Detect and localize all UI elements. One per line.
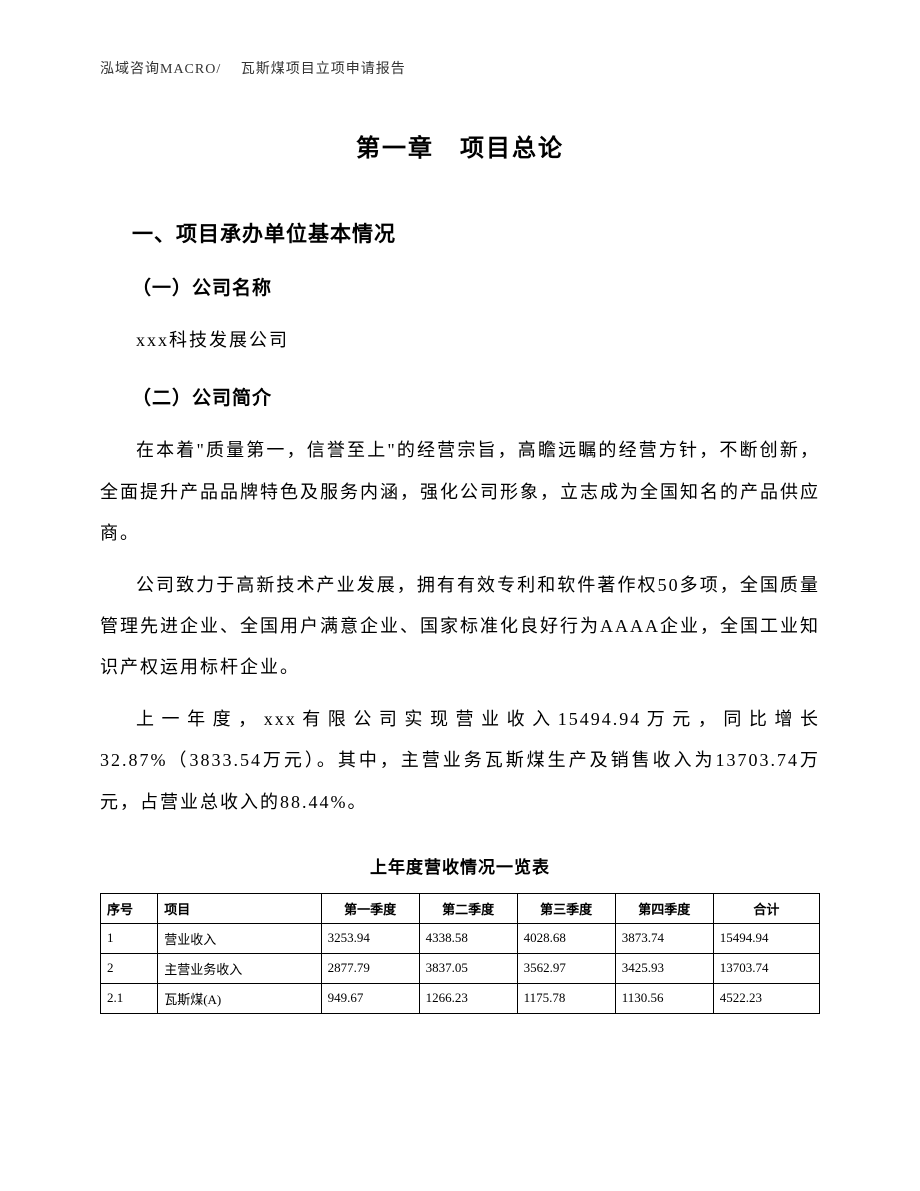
cell-total: 13703.74 — [713, 953, 819, 983]
cell-item: 瓦斯煤(A) — [158, 983, 321, 1013]
cell-item: 主营业务收入 — [158, 953, 321, 983]
table-header-row: 序号 项目 第一季度 第二季度 第三季度 第四季度 合计 — [101, 893, 820, 923]
cell-q4: 3425.93 — [615, 953, 713, 983]
chapter-title: 第一章 项目总论 — [100, 128, 820, 163]
cell-q3: 3562.97 — [517, 953, 615, 983]
table-row: 2.1 瓦斯煤(A) 949.67 1266.23 1175.78 1130.5… — [101, 983, 820, 1013]
paragraph-3: 上一年度，xxx有限公司实现营业收入15494.94万元，同比增长32.87%（… — [100, 699, 820, 823]
col-header-q3: 第三季度 — [517, 893, 615, 923]
table-row: 1 营业收入 3253.94 4338.58 4028.68 3873.74 1… — [101, 923, 820, 953]
cell-q3: 1175.78 — [517, 983, 615, 1013]
cell-total: 4522.23 — [713, 983, 819, 1013]
col-header-seq: 序号 — [101, 893, 158, 923]
cell-q2: 1266.23 — [419, 983, 517, 1013]
col-header-q1: 第一季度 — [321, 893, 419, 923]
cell-q2: 4338.58 — [419, 923, 517, 953]
subsection-2-title: （二）公司简介 — [100, 383, 820, 410]
subsection-1-title: （一）公司名称 — [100, 273, 820, 300]
cell-q3: 4028.68 — [517, 923, 615, 953]
paragraph-2: 公司致力于高新技术产业发展，拥有有效专利和软件著作权50多项，全国质量管理先进企… — [100, 565, 820, 689]
table-row: 2 主营业务收入 2877.79 3837.05 3562.97 3425.93… — [101, 953, 820, 983]
cell-q4: 3873.74 — [615, 923, 713, 953]
table-title: 上年度营收情况一览表 — [100, 853, 820, 878]
paragraph-1: 在本着"质量第一，信誉至上"的经营宗旨，高瞻远瞩的经营方针，不断创新，全面提升产… — [100, 430, 820, 554]
cell-item: 营业收入 — [158, 923, 321, 953]
col-header-total: 合计 — [713, 893, 819, 923]
cell-seq: 1 — [101, 923, 158, 953]
cell-q1: 3253.94 — [321, 923, 419, 953]
cell-q1: 949.67 — [321, 983, 419, 1013]
revenue-table: 序号 项目 第一季度 第二季度 第三季度 第四季度 合计 1 营业收入 3253… — [100, 893, 820, 1014]
company-name: xxx科技发展公司 — [100, 320, 820, 361]
cell-q2: 3837.05 — [419, 953, 517, 983]
page-header: 泓域咨询MACRO/ 瓦斯煤项目立项申请报告 — [100, 58, 820, 78]
cell-q1: 2877.79 — [321, 953, 419, 983]
col-header-q4: 第四季度 — [615, 893, 713, 923]
cell-seq: 2 — [101, 953, 158, 983]
col-header-item: 项目 — [158, 893, 321, 923]
col-header-q2: 第二季度 — [419, 893, 517, 923]
cell-q4: 1130.56 — [615, 983, 713, 1013]
section-1-title: 一、项目承办单位基本情况 — [100, 218, 820, 248]
cell-seq: 2.1 — [101, 983, 158, 1013]
cell-total: 15494.94 — [713, 923, 819, 953]
